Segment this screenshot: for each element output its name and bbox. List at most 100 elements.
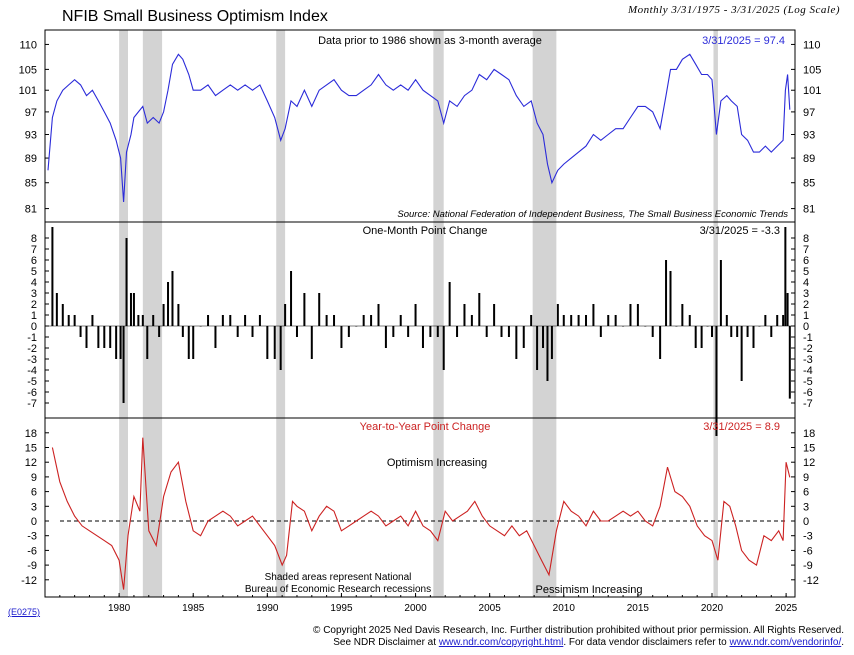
recession-band [142, 30, 163, 597]
change-bar [192, 326, 195, 359]
change-bar [740, 326, 743, 381]
x-tick-label: 2010 [553, 603, 576, 614]
y-tick-label-left: -12 [21, 575, 37, 587]
change-bar [719, 260, 722, 326]
y-tick-label-left: 6 [31, 487, 37, 499]
y-tick-label-right: 6 [803, 255, 809, 267]
panel2-value-label: 3/31/2025 = -3.3 [700, 225, 780, 237]
change-bar [436, 326, 439, 337]
vendor-info-link[interactable]: www.ndr.com/vendorinfo/ [729, 637, 842, 648]
change-bar [199, 326, 202, 327]
change-bar [614, 315, 617, 326]
change-bar [758, 326, 761, 327]
change-bar [442, 326, 445, 370]
change-bar [515, 326, 518, 359]
y-tick-label-right: -7 [803, 398, 813, 410]
change-bar [736, 326, 739, 337]
y-tick-label-right: 0 [803, 516, 809, 528]
change-bar [214, 326, 217, 348]
y-tick-label-left: 3 [31, 288, 37, 300]
change-bar [448, 282, 451, 326]
change-bar [229, 315, 232, 326]
change-bar [51, 227, 54, 326]
change-bar [167, 282, 170, 326]
change-bar [244, 315, 247, 326]
x-tick-label: 1995 [330, 603, 353, 614]
change-bar [318, 293, 321, 326]
change-bar [384, 326, 387, 348]
change-bar [599, 326, 602, 337]
y-tick-label-left: 97 [25, 107, 37, 119]
change-bar [414, 304, 417, 326]
y-tick-label-right: -1 [803, 332, 813, 344]
chart-title: NFIB Small Business Optimism Index [62, 8, 328, 25]
year-change-line [51, 437, 791, 590]
y-tick-label-left: 4 [31, 277, 37, 289]
change-bar [782, 315, 785, 326]
y-tick-label-left: 2 [31, 299, 37, 311]
change-bar [651, 326, 654, 337]
y-tick-label-right: 89 [803, 153, 815, 165]
change-bar [407, 326, 410, 337]
change-bar [73, 315, 76, 326]
y-tick-label-right: 0 [803, 321, 809, 333]
change-bar [97, 326, 100, 348]
panel1-source: Source: National Federation of Independe… [397, 209, 788, 220]
x-tick-label: 2005 [479, 603, 502, 614]
change-bar [592, 304, 595, 326]
change-bar [786, 293, 789, 326]
y-tick-label-left: 15 [25, 443, 37, 455]
change-bar [251, 326, 254, 337]
recession-band [119, 30, 129, 597]
recession-note-line1: Shaded areas represent National [265, 572, 412, 583]
y-tick-label-left: -6 [27, 387, 37, 399]
change-bar [85, 326, 88, 348]
change-bar [607, 315, 610, 326]
y-tick-label-right: -6 [803, 387, 813, 399]
y-tick-label-right: -6 [803, 545, 813, 557]
change-bar [706, 326, 709, 327]
disclaimer-prefix: See NDR Disclaimer at [333, 637, 439, 648]
y-tick-label-right: 2 [803, 299, 809, 311]
change-bar [463, 304, 466, 326]
y-tick-label-right: 18 [803, 428, 815, 440]
change-bar [694, 326, 697, 348]
y-tick-label-right: 85 [803, 178, 815, 190]
change-bar [752, 326, 755, 348]
y-tick-label-left: 101 [19, 85, 37, 97]
change-bar [122, 326, 125, 403]
change-bar [556, 304, 559, 326]
optimism-index-line [47, 53, 791, 203]
change-bar [221, 315, 224, 326]
change-bar [392, 326, 395, 337]
x-tick-label: 1985 [182, 603, 205, 614]
change-bar [152, 315, 155, 326]
change-bar [746, 326, 749, 337]
chart-code-link[interactable]: (E0275) [8, 607, 41, 617]
change-bar [158, 326, 161, 337]
change-bar [429, 326, 432, 337]
y-tick-label-left: -5 [27, 376, 37, 388]
change-bar [681, 304, 684, 326]
change-bar [162, 304, 165, 326]
y-tick-label-right: 3 [803, 288, 809, 300]
y-tick-label-right: 8 [803, 233, 809, 245]
copyright-link[interactable]: www.ndr.com/copyright.html [438, 637, 564, 648]
chart-frame [44, 29, 796, 598]
change-bar [784, 227, 787, 326]
change-bar [109, 326, 112, 348]
y-tick-label-left: 0 [31, 516, 37, 528]
recession-band [433, 30, 444, 597]
y-tick-label-left: -7 [27, 398, 37, 410]
change-bar [629, 304, 632, 326]
change-bar [79, 326, 82, 337]
y-tick-label-right: -3 [803, 531, 813, 543]
change-bar [325, 315, 328, 326]
change-bar [585, 315, 588, 326]
change-bar [333, 315, 336, 326]
change-bar [258, 315, 261, 326]
recession-band [276, 30, 286, 597]
change-bar [290, 271, 293, 326]
change-bar [266, 326, 269, 359]
